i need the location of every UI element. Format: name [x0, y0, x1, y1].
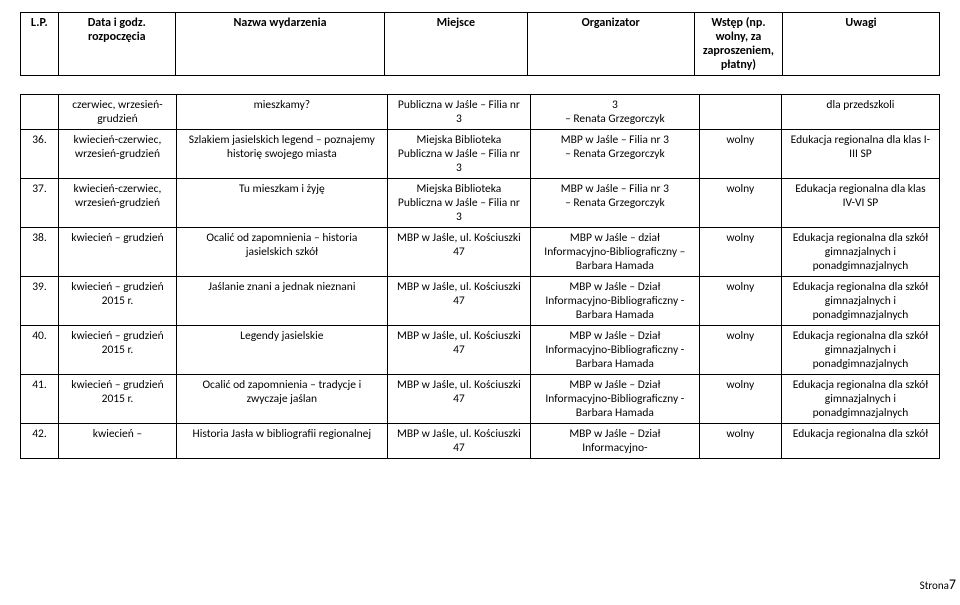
cell-lp: 42. [21, 424, 59, 459]
cell-place: MBP w Jaśle, ul. Kościuszki 47 [387, 228, 530, 277]
cell-notes: Edukacja regionalna dla szkół [781, 424, 939, 459]
cell-fee: wolny [699, 375, 781, 424]
page-num: 7 [949, 576, 956, 593]
cell-name: Szlakiem jasielskich legend – poznajemy … [176, 130, 387, 179]
cell-date: kwiecień – grudzień 2015 r. [58, 375, 176, 424]
cell-lp: 40. [21, 326, 59, 375]
cell-fee: wolny [699, 326, 781, 375]
cell-date: kwiecień – [58, 424, 176, 459]
cell-lp: 39. [21, 277, 59, 326]
col-fee: Wstęp (np. wolny, za zaproszeniem, płatn… [694, 13, 782, 76]
cell-notes: Edukacja regionalna dla szkół gimnazjaln… [781, 326, 939, 375]
cell-place: Publiczna w Jaśle – Filia nr 3 [387, 95, 530, 130]
cell-place: MBP w Jaśle, ul. Kościuszki 47 [387, 277, 530, 326]
cell-place: Miejska Biblioteka Publiczna w Jaśle – F… [387, 179, 530, 228]
cell-org: MBP w Jaśle – Filia nr 3 – Renata Grzego… [531, 179, 700, 228]
col-date: Data i godz. rozpoczęcia [58, 13, 175, 76]
cell-fee: wolny [699, 179, 781, 228]
table-row: czerwiec, wrzesień-grudzieńmieszkamy?Pub… [21, 95, 940, 130]
cell-name: Ocalić od zapomnienia – tradycje i zwycz… [176, 375, 387, 424]
table-row: 36.kwiecień-czerwiec, wrzesień-grudzieńS… [21, 130, 940, 179]
col-lp: L.P. [21, 13, 59, 76]
cell-name: Legendy jasielskie [176, 326, 387, 375]
main-table: czerwiec, wrzesień-grudzieńmieszkamy?Pub… [20, 94, 940, 459]
cell-lp [21, 95, 59, 130]
cell-place: Miejska Biblioteka Publiczna w Jaśle – F… [387, 130, 530, 179]
cell-date: kwiecień-czerwiec, wrzesień-grudzień [58, 179, 176, 228]
col-name: Nazwa wydarzenia [175, 13, 384, 76]
cell-lp: 41. [21, 375, 59, 424]
cell-notes: dla przedszkoli [781, 95, 939, 130]
table-row: 42.kwiecień –Historia Jasła w bibliograf… [21, 424, 940, 459]
page-label: Strona [920, 579, 949, 592]
cell-org: MBP w Jaśle – dział Informacyjno-Bibliog… [531, 228, 700, 277]
cell-fee: wolny [699, 424, 781, 459]
cell-org: MBP w Jaśle – Dział Informacyjno-Bibliog… [531, 326, 700, 375]
cell-date: kwiecień – grudzień 2015 r. [58, 326, 176, 375]
cell-place: MBP w Jaśle, ul. Kościuszki 47 [387, 375, 530, 424]
cell-org: MBP w Jaśle – Dział Informacyjno-Bibliog… [531, 375, 700, 424]
cell-notes: Edukacja regionalna dla klas IV-VI SP [781, 179, 939, 228]
cell-org: MBP w Jaśle – Filia nr 3 – Renata Grzego… [531, 130, 700, 179]
cell-org: MBP w Jaśle – Dział Informacyjno- [531, 424, 700, 459]
page-number: Strona7 [920, 576, 956, 593]
table-row: 37.kwiecień-czerwiec, wrzesień-grudzieńT… [21, 179, 940, 228]
col-place: Miejsce [385, 13, 527, 76]
cell-notes: Edukacja regionalna dla szkół gimnazjaln… [781, 228, 939, 277]
header-table: L.P. Data i godz. rozpoczęcia Nazwa wyda… [20, 12, 940, 76]
cell-place: MBP w Jaśle, ul. Kościuszki 47 [387, 326, 530, 375]
cell-org: 3 – Renata Grzegorczyk [531, 95, 700, 130]
cell-name: Jaślanie znani a jednak nieznani [176, 277, 387, 326]
cell-name: Tu mieszkam i żyję [176, 179, 387, 228]
cell-date: kwiecień – grudzień 2015 r. [58, 277, 176, 326]
table-row: 38.kwiecień – grudzieńOcalić od zapomnie… [21, 228, 940, 277]
col-org: Organizator [527, 13, 694, 76]
cell-date: kwiecień-czerwiec, wrzesień-grudzień [58, 130, 176, 179]
cell-date: kwiecień – grudzień [58, 228, 176, 277]
cell-fee: wolny [699, 228, 781, 277]
col-notes: Uwagi [782, 13, 939, 76]
cell-fee [699, 95, 781, 130]
cell-lp: 38. [21, 228, 59, 277]
cell-date: czerwiec, wrzesień-grudzień [58, 95, 176, 130]
table-row: 39.kwiecień – grudzień 2015 r.Jaślanie z… [21, 277, 940, 326]
cell-notes: Edukacja regionalna dla klas I-III SP [781, 130, 939, 179]
cell-lp: 36. [21, 130, 59, 179]
cell-lp: 37. [21, 179, 59, 228]
cell-name: mieszkamy? [176, 95, 387, 130]
cell-notes: Edukacja regionalna dla szkół gimnazjaln… [781, 375, 939, 424]
cell-notes: Edukacja regionalna dla szkół gimnazjaln… [781, 277, 939, 326]
table-row: 40.kwiecień – grudzień 2015 r.Legendy ja… [21, 326, 940, 375]
cell-fee: wolny [699, 277, 781, 326]
cell-fee: wolny [699, 130, 781, 179]
table-row: 41.kwiecień – grudzień 2015 r.Ocalić od … [21, 375, 940, 424]
cell-name: Historia Jasła w bibliografii regionalne… [176, 424, 387, 459]
cell-place: MBP w Jaśle, ul. Kościuszki 47 [387, 424, 530, 459]
cell-name: Ocalić od zapomnienia – historia jasiels… [176, 228, 387, 277]
cell-org: MBP w Jaśle – Dział Informacyjno-Bibliog… [531, 277, 700, 326]
